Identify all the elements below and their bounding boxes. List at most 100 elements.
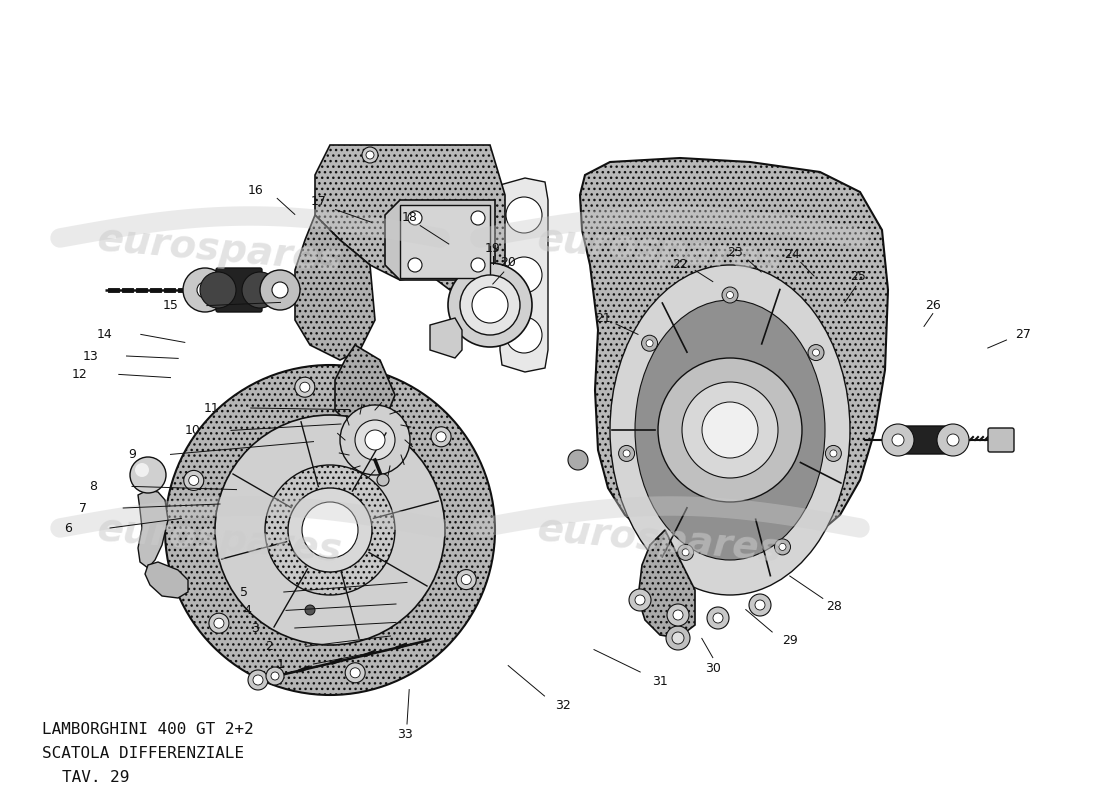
Circle shape xyxy=(300,382,310,392)
Circle shape xyxy=(362,147,378,163)
Circle shape xyxy=(135,463,149,477)
Text: eurospares: eurospares xyxy=(96,220,344,280)
FancyBboxPatch shape xyxy=(216,268,262,312)
Text: 1: 1 xyxy=(276,658,285,670)
Circle shape xyxy=(506,197,542,233)
Text: 14: 14 xyxy=(97,328,112,341)
Polygon shape xyxy=(145,562,188,598)
Circle shape xyxy=(667,604,689,626)
Text: 4: 4 xyxy=(243,604,252,617)
Text: 10: 10 xyxy=(185,424,200,437)
Circle shape xyxy=(726,291,734,298)
Circle shape xyxy=(641,335,658,351)
Text: 23: 23 xyxy=(727,246,742,258)
Circle shape xyxy=(882,424,914,456)
Circle shape xyxy=(713,613,723,623)
Text: 22: 22 xyxy=(672,258,688,270)
Circle shape xyxy=(431,426,451,446)
Circle shape xyxy=(678,544,694,560)
Text: 11: 11 xyxy=(204,402,219,414)
Text: 26: 26 xyxy=(925,299,940,312)
Circle shape xyxy=(506,317,542,353)
Text: SCATOLA DIFFERENZIALE: SCATOLA DIFFERENZIALE xyxy=(42,746,244,761)
Circle shape xyxy=(666,626,690,650)
Circle shape xyxy=(340,405,410,475)
Circle shape xyxy=(506,257,542,293)
Text: 20: 20 xyxy=(500,256,516,269)
Text: 32: 32 xyxy=(556,699,571,712)
Text: 12: 12 xyxy=(72,368,87,381)
Circle shape xyxy=(460,275,520,335)
Circle shape xyxy=(260,270,300,310)
Circle shape xyxy=(189,475,199,486)
Circle shape xyxy=(658,358,802,502)
Circle shape xyxy=(448,263,532,347)
Polygon shape xyxy=(638,530,695,638)
Circle shape xyxy=(365,430,385,450)
Text: 21: 21 xyxy=(595,312,610,325)
Circle shape xyxy=(295,378,315,398)
Circle shape xyxy=(829,450,837,457)
Polygon shape xyxy=(295,215,375,360)
Circle shape xyxy=(808,345,824,361)
Circle shape xyxy=(248,670,268,690)
Circle shape xyxy=(629,589,651,611)
Polygon shape xyxy=(315,145,505,295)
Text: 6: 6 xyxy=(64,522,73,534)
Circle shape xyxy=(302,502,358,558)
Circle shape xyxy=(472,287,508,323)
Circle shape xyxy=(288,488,372,572)
Circle shape xyxy=(214,415,446,645)
Circle shape xyxy=(461,574,471,585)
Circle shape xyxy=(408,258,422,272)
Circle shape xyxy=(682,549,689,556)
Text: 15: 15 xyxy=(163,299,178,312)
Text: 31: 31 xyxy=(652,675,668,688)
Text: TAV. 29: TAV. 29 xyxy=(62,770,130,785)
Circle shape xyxy=(471,258,485,272)
Circle shape xyxy=(266,667,284,685)
Ellipse shape xyxy=(610,265,850,595)
Circle shape xyxy=(345,662,365,682)
Circle shape xyxy=(350,668,360,678)
Text: 24: 24 xyxy=(784,248,800,261)
Text: 28: 28 xyxy=(826,600,842,613)
Text: 8: 8 xyxy=(89,480,98,493)
Circle shape xyxy=(707,607,729,629)
Circle shape xyxy=(184,470,204,490)
Text: 2: 2 xyxy=(265,640,274,653)
Text: 19: 19 xyxy=(485,242,501,254)
Circle shape xyxy=(568,450,588,470)
Circle shape xyxy=(646,340,653,346)
Polygon shape xyxy=(336,345,395,430)
Text: 33: 33 xyxy=(397,728,412,741)
Text: 18: 18 xyxy=(402,211,417,224)
Circle shape xyxy=(183,268,227,312)
Circle shape xyxy=(197,282,213,298)
Circle shape xyxy=(813,349,820,356)
Text: eurospares: eurospares xyxy=(536,220,784,280)
Circle shape xyxy=(130,457,166,493)
FancyBboxPatch shape xyxy=(896,426,955,454)
Circle shape xyxy=(200,272,236,308)
Circle shape xyxy=(623,450,630,457)
Text: 7: 7 xyxy=(78,502,87,514)
Text: 13: 13 xyxy=(82,350,98,362)
Text: 9: 9 xyxy=(128,448,136,461)
Circle shape xyxy=(779,543,786,550)
Circle shape xyxy=(209,614,229,634)
Circle shape xyxy=(242,272,278,308)
Circle shape xyxy=(366,151,374,159)
Polygon shape xyxy=(385,200,495,280)
Polygon shape xyxy=(580,158,888,560)
Circle shape xyxy=(355,420,395,460)
Circle shape xyxy=(408,211,422,225)
Circle shape xyxy=(673,610,683,620)
Circle shape xyxy=(272,282,288,298)
Text: eurospares: eurospares xyxy=(536,510,784,570)
Circle shape xyxy=(947,434,959,446)
Circle shape xyxy=(825,446,842,462)
Circle shape xyxy=(253,675,263,685)
Circle shape xyxy=(165,365,495,695)
Text: 5: 5 xyxy=(240,586,249,598)
